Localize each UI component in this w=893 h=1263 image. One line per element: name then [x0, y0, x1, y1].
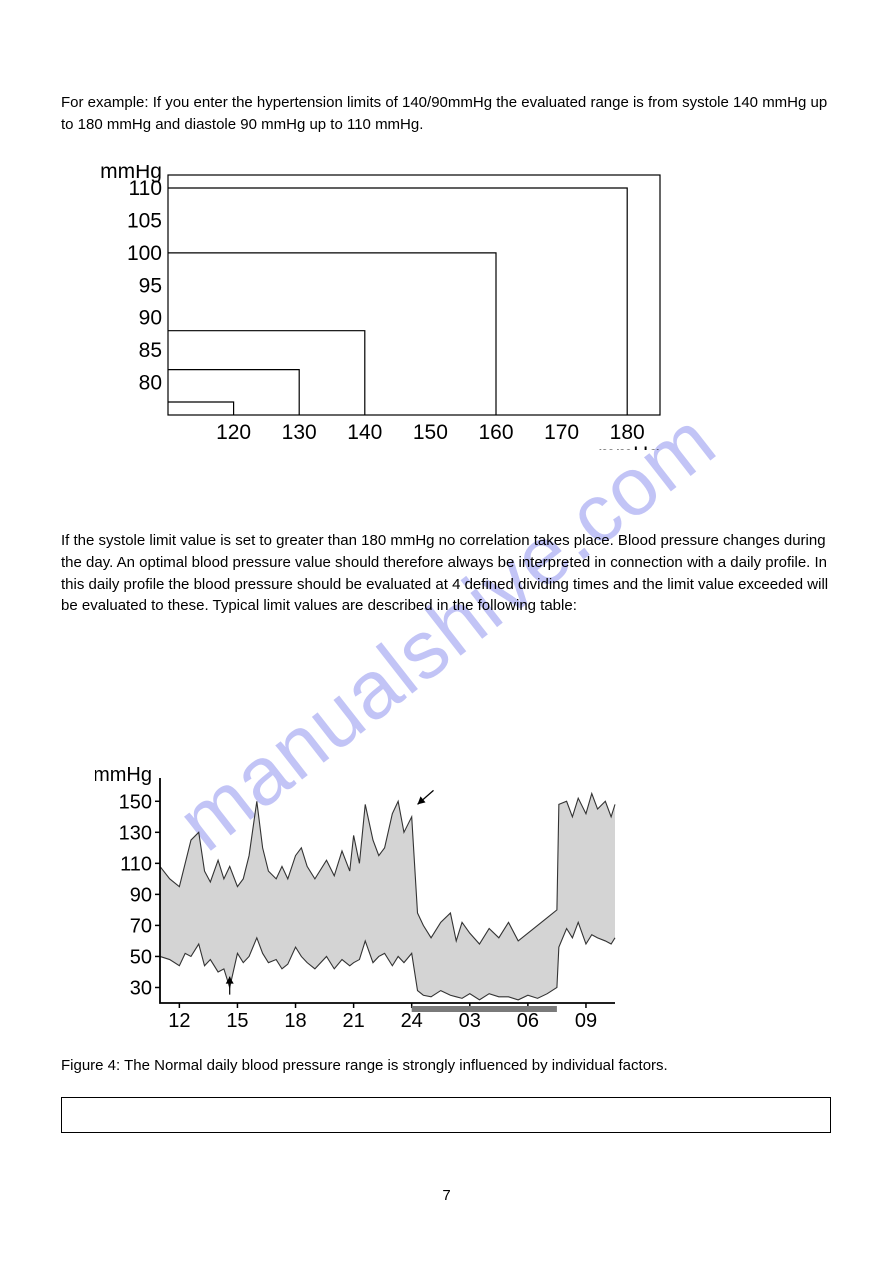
svg-text:18: 18: [284, 1010, 306, 1032]
svg-text:85: 85: [139, 339, 162, 362]
svg-text:100: 100: [127, 242, 162, 265]
page-number: 7: [0, 1185, 893, 1207]
footer-box: [61, 1097, 831, 1133]
svg-text:06: 06: [517, 1010, 539, 1032]
svg-text:mmHg: mmHg: [598, 443, 660, 450]
svg-text:120: 120: [216, 421, 251, 444]
svg-text:160: 160: [478, 421, 513, 444]
svg-text:30: 30: [130, 977, 152, 999]
page-root: manualshive.com For example: If you ente…: [0, 0, 893, 1263]
svg-text:130: 130: [119, 822, 152, 844]
svg-text:130: 130: [282, 421, 317, 444]
intro-paragraph: For example: If you enter the hypertensi…: [61, 92, 831, 136]
svg-text:21: 21: [342, 1010, 364, 1032]
svg-text:12: 12: [168, 1010, 190, 1032]
svg-text:110: 110: [120, 853, 152, 875]
svg-text:105: 105: [127, 209, 162, 232]
bp-correlation-chart: 11010510095908580mmHg1201301401501601701…: [100, 165, 670, 450]
mid-paragraph: If the systole limit value is set to gre…: [61, 530, 831, 617]
svg-text:95: 95: [139, 274, 162, 297]
svg-text:90: 90: [139, 307, 162, 330]
svg-text:mmHg: mmHg: [95, 764, 152, 786]
svg-text:09: 09: [575, 1010, 597, 1032]
svg-text:150: 150: [413, 421, 448, 444]
svg-text:03: 03: [459, 1010, 481, 1032]
svg-text:140: 140: [347, 421, 382, 444]
svg-text:70: 70: [130, 915, 152, 937]
svg-text:24: 24: [401, 1010, 423, 1032]
svg-text:170: 170: [544, 421, 579, 444]
svg-text:15: 15: [226, 1010, 248, 1032]
svg-text:50: 50: [130, 946, 152, 968]
daily-bp-profile-chart: 150 130 110 90 70 50 30 mmHg 12 15 18 21 24 03 06 09: [95, 758, 625, 1038]
svg-text:mmHg: mmHg: [100, 165, 162, 183]
svg-text:90: 90: [130, 884, 152, 906]
svg-text:180: 180: [610, 421, 645, 444]
figure-caption: Figure 4: The Normal daily blood pressur…: [61, 1055, 831, 1077]
svg-text:80: 80: [139, 372, 162, 395]
svg-text:150: 150: [119, 791, 152, 813]
